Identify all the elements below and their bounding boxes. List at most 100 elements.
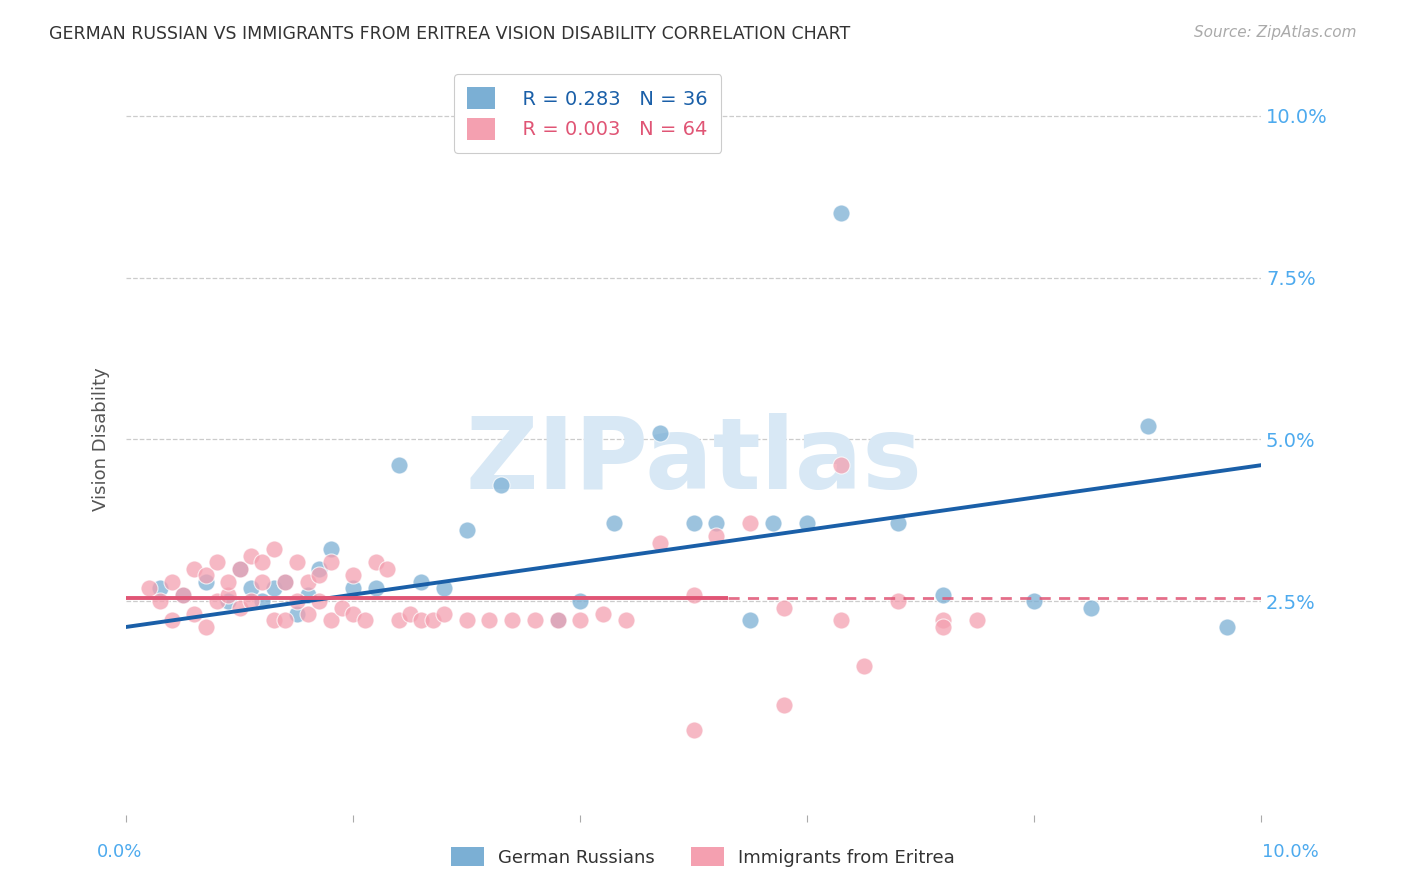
Point [330,600,353,615]
Point [274,574,297,589]
Point [830,206,852,220]
Point [966,614,988,628]
Point [285,555,308,569]
Point [648,425,671,440]
Point [547,614,569,628]
Point [172,588,194,602]
Point [830,458,852,473]
Point [773,600,796,615]
Point [388,458,411,473]
Point [160,614,183,628]
Text: ZIPatlas: ZIPatlas [465,413,922,510]
Point [217,594,239,608]
Point [364,581,387,595]
Point [319,555,342,569]
Text: 10.0%: 10.0% [1263,843,1319,861]
Point [194,620,217,634]
Point [342,581,364,595]
Point [285,594,308,608]
Point [501,614,523,628]
Point [263,542,285,557]
Point [205,555,228,569]
Point [887,516,910,531]
Point [240,594,263,608]
Point [172,588,194,602]
Point [740,516,762,531]
Point [240,581,263,595]
Point [1136,419,1159,434]
Point [1024,594,1046,608]
Point [456,614,478,628]
Point [194,574,217,589]
Point [456,523,478,537]
Point [342,568,364,582]
Point [297,588,319,602]
Point [569,594,592,608]
Point [229,562,252,576]
Point [569,614,592,628]
Text: GERMAN RUSSIAN VS IMMIGRANTS FROM ERITREA VISION DISABILITY CORRELATION CHART: GERMAN RUSSIAN VS IMMIGRANTS FROM ERITRE… [49,25,851,43]
Point [887,594,910,608]
Point [648,536,671,550]
Point [740,614,762,628]
Point [353,614,375,628]
Point [796,516,818,531]
Point [682,588,704,602]
Point [489,477,512,491]
Point [160,574,183,589]
Point [342,607,364,621]
Point [830,614,852,628]
Point [932,620,955,634]
Point [523,614,546,628]
Point [762,516,785,531]
Point [297,607,319,621]
Point [297,574,319,589]
Point [149,581,172,595]
Point [411,574,433,589]
Point [614,614,637,628]
Point [411,614,433,628]
Point [1216,620,1239,634]
Point [274,574,297,589]
Point [217,588,239,602]
Point [308,594,330,608]
Point [364,555,387,569]
Point [205,594,228,608]
Point [252,574,274,589]
Point [263,581,285,595]
Point [603,516,626,531]
Point [478,614,501,628]
Point [240,549,263,563]
Point [252,594,274,608]
Point [1080,600,1102,615]
Legend:   R = 0.283   N = 36,   R = 0.003   N = 64: R = 0.283 N = 36, R = 0.003 N = 64 [454,74,721,153]
Point [932,614,955,628]
Point [422,614,444,628]
Point [375,562,398,576]
Point [319,542,342,557]
Point [319,614,342,628]
Point [183,562,205,576]
Point [682,723,704,738]
Point [194,568,217,582]
Point [138,581,160,595]
Point [592,607,614,621]
Point [706,516,728,531]
Point [388,614,411,628]
Point [229,562,252,576]
Point [263,614,285,628]
Legend: German Russians, Immigrants from Eritrea: German Russians, Immigrants from Eritrea [444,840,962,874]
Point [183,607,205,621]
Point [547,614,569,628]
Point [252,555,274,569]
Y-axis label: Vision Disability: Vision Disability [93,368,110,511]
Point [274,614,297,628]
Point [852,658,875,673]
Point [682,516,704,531]
Point [433,607,456,621]
Point [773,698,796,712]
Point [285,607,308,621]
Point [706,529,728,543]
Point [308,562,330,576]
Point [149,594,172,608]
